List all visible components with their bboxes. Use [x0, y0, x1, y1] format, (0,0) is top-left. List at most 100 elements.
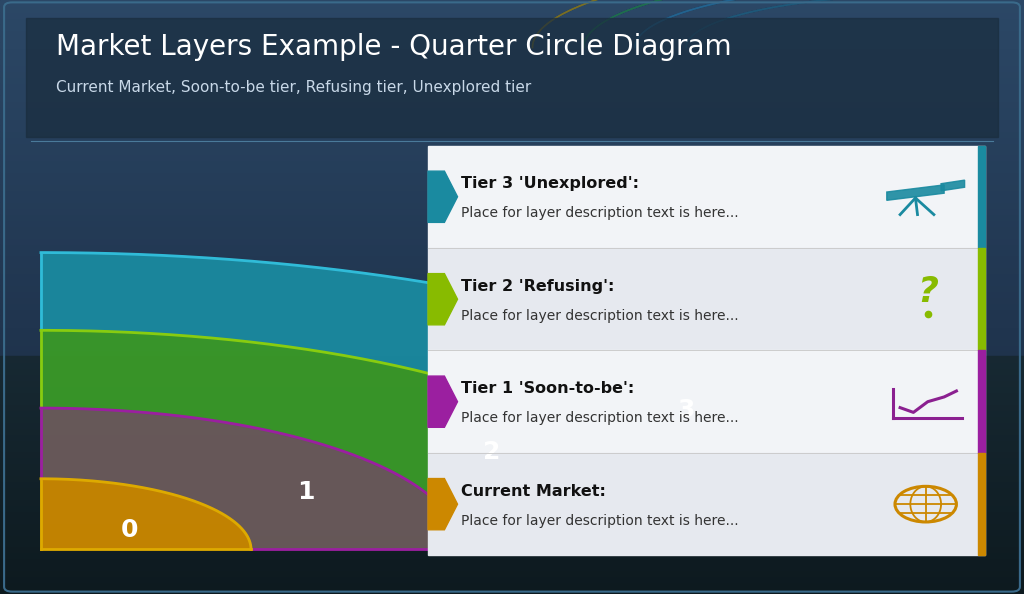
Bar — [0, 356, 1024, 362]
Polygon shape — [41, 408, 461, 549]
Bar — [0, 196, 1024, 202]
Text: Place for layer description text is here...: Place for layer description text is here… — [461, 411, 738, 425]
Bar — [0, 380, 1024, 386]
Text: Place for layer description text is here...: Place for layer description text is here… — [461, 514, 738, 528]
Bar — [428, 350, 985, 453]
Text: 2: 2 — [483, 440, 501, 464]
Bar — [0, 255, 1024, 261]
Text: Current Market, Soon-to-be tier, Refusing tier, Unexplored tier: Current Market, Soon-to-be tier, Refusin… — [56, 80, 531, 95]
Bar — [428, 453, 985, 555]
Bar — [0, 232, 1024, 238]
Text: 0: 0 — [121, 519, 138, 542]
Bar — [0, 327, 1024, 333]
Bar — [0, 65, 1024, 71]
Polygon shape — [887, 185, 944, 200]
Bar — [0, 267, 1024, 273]
Bar — [0, 564, 1024, 570]
Bar — [0, 499, 1024, 505]
Bar — [0, 30, 1024, 36]
Bar — [0, 505, 1024, 511]
Polygon shape — [41, 479, 251, 549]
Text: Tier 2 'Refusing':: Tier 2 'Refusing': — [461, 279, 614, 293]
Bar — [0, 208, 1024, 214]
Bar — [978, 146, 985, 248]
Text: Place for layer description text is here...: Place for layer description text is here… — [461, 309, 738, 323]
Bar — [0, 172, 1024, 178]
Bar — [0, 404, 1024, 410]
Bar — [0, 24, 1024, 30]
Bar — [0, 220, 1024, 226]
Text: 3: 3 — [677, 398, 694, 422]
Bar — [0, 6, 1024, 12]
Bar — [0, 12, 1024, 18]
Bar — [0, 339, 1024, 345]
Bar — [0, 529, 1024, 535]
Bar — [0, 333, 1024, 339]
Bar — [0, 386, 1024, 392]
Text: Tier 1 'Soon-to-be':: Tier 1 'Soon-to-be': — [461, 381, 634, 396]
Bar — [0, 125, 1024, 131]
Bar — [0, 446, 1024, 451]
Bar — [0, 368, 1024, 374]
Bar — [0, 101, 1024, 107]
Bar — [0, 315, 1024, 321]
Polygon shape — [428, 274, 458, 325]
Polygon shape — [41, 330, 692, 549]
Bar — [0, 487, 1024, 493]
Bar — [0, 107, 1024, 113]
Bar — [0, 362, 1024, 368]
Bar — [0, 214, 1024, 220]
Bar — [0, 428, 1024, 434]
Bar — [0, 119, 1024, 125]
Bar — [0, 0, 1024, 6]
Bar — [0, 77, 1024, 83]
Bar — [0, 410, 1024, 416]
Bar — [0, 137, 1024, 143]
Bar — [978, 453, 985, 555]
Bar — [26, 18, 998, 137]
Bar — [0, 582, 1024, 588]
Bar — [0, 303, 1024, 309]
Bar — [0, 576, 1024, 582]
Bar — [978, 248, 985, 350]
Bar — [0, 469, 1024, 475]
Bar — [0, 321, 1024, 327]
Bar — [0, 148, 1024, 154]
Bar — [0, 95, 1024, 101]
Polygon shape — [428, 376, 458, 427]
Bar — [0, 113, 1024, 119]
Bar — [978, 350, 985, 453]
Bar — [0, 558, 1024, 564]
Bar — [0, 279, 1024, 285]
Bar — [0, 238, 1024, 244]
Text: Place for layer description text is here...: Place for layer description text is here… — [461, 206, 738, 220]
Polygon shape — [428, 171, 458, 222]
Bar — [0, 36, 1024, 42]
Bar — [0, 463, 1024, 469]
Bar — [0, 273, 1024, 279]
Bar — [0, 552, 1024, 558]
Bar — [0, 154, 1024, 160]
Text: 1: 1 — [297, 480, 314, 504]
Bar — [0, 398, 1024, 404]
Bar — [0, 285, 1024, 291]
Bar — [0, 345, 1024, 350]
Bar — [0, 202, 1024, 208]
Bar — [0, 517, 1024, 523]
Bar — [0, 184, 1024, 190]
Text: Tier 3 'Unexplored':: Tier 3 'Unexplored': — [461, 176, 639, 191]
Bar — [0, 451, 1024, 457]
Bar — [0, 18, 1024, 24]
Bar — [0, 511, 1024, 517]
Bar — [0, 546, 1024, 552]
Bar — [0, 291, 1024, 297]
Bar — [0, 541, 1024, 546]
Bar — [0, 297, 1024, 303]
Bar — [0, 166, 1024, 172]
Bar — [0, 71, 1024, 77]
Bar — [0, 493, 1024, 499]
Bar — [0, 374, 1024, 380]
Bar — [0, 42, 1024, 48]
Bar — [0, 131, 1024, 137]
Bar — [0, 244, 1024, 249]
